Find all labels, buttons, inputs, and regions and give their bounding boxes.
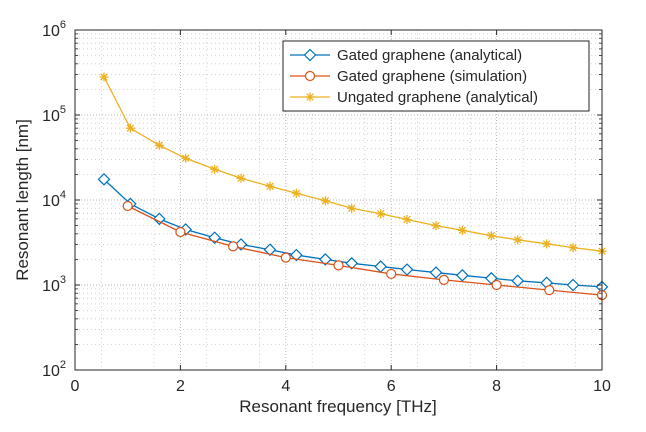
y-tick-base: 10 — [42, 108, 60, 125]
y-tick-label: 102 — [42, 359, 66, 380]
y-tick-base: 10 — [42, 363, 60, 380]
data-point — [210, 164, 220, 174]
legend: Gated graphene (analytical) Gated graphen… — [282, 40, 590, 112]
data-point — [236, 173, 246, 183]
data-point — [491, 279, 502, 291]
y-tick-exponent: 5 — [60, 104, 66, 116]
data-point — [152, 212, 166, 226]
series-layer — [97, 72, 609, 301]
data-point — [431, 221, 441, 231]
data-point — [376, 209, 386, 219]
legend-entry: Gated graphene (simulation) — [290, 68, 527, 85]
data-point — [280, 252, 291, 263]
y-tick-base: 10 — [42, 193, 60, 210]
data-point — [175, 226, 186, 238]
data-point — [333, 260, 344, 271]
x-tick-label: 8 — [492, 378, 501, 395]
x-axis-label: Resonant frequency [THz] — [239, 397, 436, 416]
legend-entry: Gated graphene (analytical) — [290, 47, 522, 64]
data-point — [291, 188, 301, 198]
x-tick-label: 0 — [71, 378, 80, 395]
data-point — [125, 123, 135, 133]
data-point — [455, 268, 469, 282]
data-point — [265, 181, 275, 191]
y-tick-base: 10 — [42, 278, 60, 295]
data-point — [566, 278, 580, 292]
data-point — [402, 214, 412, 224]
y-tick-exponent: 6 — [60, 19, 66, 31]
y-tick-exponent: 3 — [60, 274, 66, 286]
x-tick-labels: 0 2 4 6 8 10 — [71, 378, 611, 395]
x-tick-label: 2 — [176, 378, 185, 395]
y-axis-label: Resonant length [nm] — [13, 119, 32, 281]
x-tick-label: 6 — [387, 378, 396, 395]
legend-marker — [305, 92, 315, 102]
y-tick-exponent: 2 — [60, 359, 66, 371]
major-grid — [75, 30, 602, 370]
legend-marker — [303, 48, 317, 62]
data-point — [228, 241, 239, 252]
data-point — [386, 268, 397, 280]
data-point — [289, 248, 303, 262]
data-point — [438, 274, 449, 285]
y-tick-label: 105 — [42, 104, 66, 125]
data-point — [320, 196, 330, 206]
legend-entry: Ungated graphene (analytical) — [290, 89, 538, 106]
series-3 — [99, 72, 607, 256]
data-point — [544, 285, 555, 296]
data-point — [513, 235, 523, 245]
data-point — [263, 243, 277, 257]
data-point — [568, 243, 578, 253]
y-tick-base: 10 — [42, 23, 60, 40]
y-tick-exponent: 4 — [60, 189, 66, 201]
data-point — [511, 274, 525, 288]
axis-ticks — [74, 29, 603, 371]
y-tick-label: 106 — [42, 19, 66, 40]
data-point — [99, 72, 109, 82]
legend-label: Gated graphene (analytical) — [337, 47, 522, 64]
data-point — [429, 266, 443, 279]
legend-label: Gated graphene (simulation) — [337, 68, 527, 85]
data-point — [486, 231, 496, 241]
legend-marker — [304, 70, 316, 82]
data-point — [154, 140, 164, 150]
data-point — [347, 203, 357, 213]
legend-box — [282, 40, 590, 112]
x-tick-label: 4 — [281, 378, 290, 395]
series-line — [127, 205, 603, 296]
data-point — [97, 172, 111, 186]
series-2 — [122, 200, 608, 301]
data-point — [122, 200, 133, 212]
data-point — [345, 256, 359, 270]
data-point — [318, 253, 332, 266]
data-point — [457, 225, 467, 235]
y-tick-label: 104 — [42, 189, 66, 210]
y-tick-label: 103 — [42, 274, 66, 295]
legend-label: Ungated graphene (analytical) — [337, 89, 538, 106]
x-tick-label: 10 — [593, 378, 611, 395]
data-point — [542, 239, 552, 249]
data-point — [181, 153, 191, 163]
